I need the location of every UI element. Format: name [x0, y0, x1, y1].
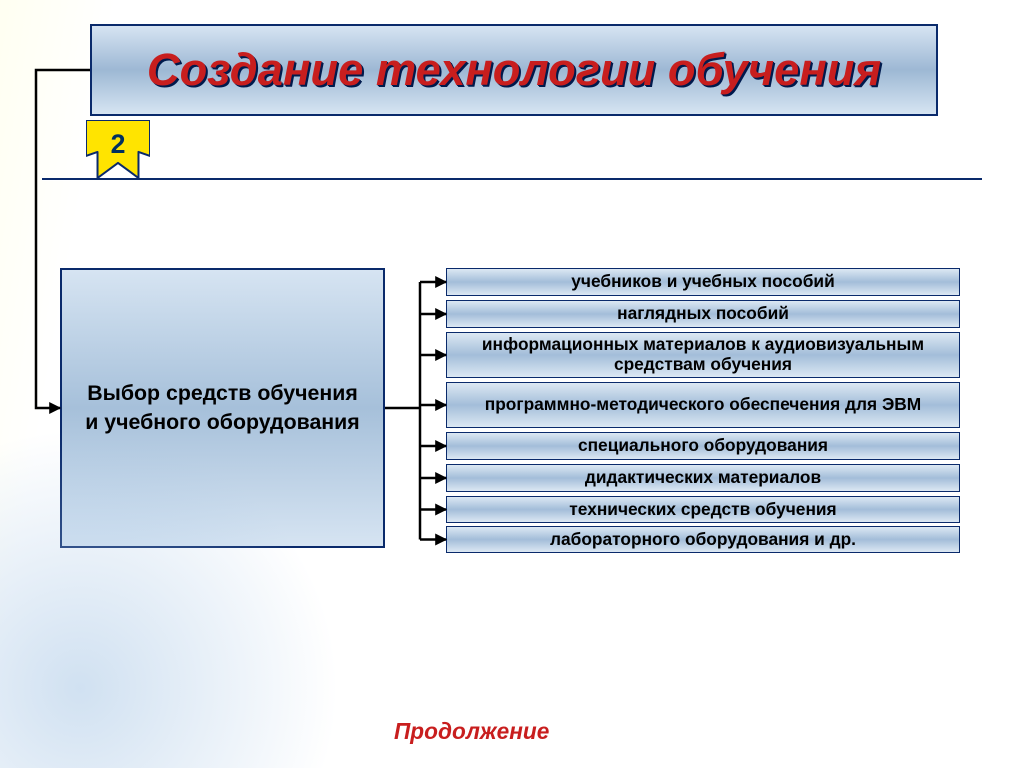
item-box: дидактических материалов: [446, 464, 960, 492]
title-text: Создание технологии обучения: [147, 45, 881, 95]
item-box: технических средств обучения: [446, 496, 960, 523]
item-box: наглядных пособий: [446, 300, 960, 328]
item-box: лабораторного оборудования и др.: [446, 526, 960, 553]
item-label: лабораторного оборудования и др.: [550, 530, 856, 550]
item-label: учебников и учебных пособий: [571, 272, 834, 292]
item-label: технических средств обучения: [569, 500, 836, 520]
slide: Создание технологии обучения 2 Выбор сре…: [0, 0, 1024, 768]
divider: [42, 178, 982, 181]
main-box-label: Выбор средств обучения и учебного оборуд…: [80, 379, 365, 437]
item-label: программно-методического обеспечения для…: [485, 395, 922, 415]
step-number: 2: [111, 129, 126, 160]
main-box: Выбор средств обучения и учебного оборуд…: [60, 268, 385, 548]
item-box: программно-методического обеспечения для…: [446, 382, 960, 428]
title-banner: Создание технологии обучения: [90, 24, 938, 116]
item-label: информационных материалов к аудиовизуаль…: [457, 335, 949, 375]
continuation-label: Продолжение: [394, 718, 549, 745]
item-label: специального оборудования: [578, 436, 828, 456]
step-badge: 2: [86, 120, 150, 178]
item-box: информационных материалов к аудиовизуаль…: [446, 332, 960, 378]
item-label: наглядных пособий: [617, 304, 789, 324]
item-label: дидактических материалов: [585, 468, 821, 488]
item-box: учебников и учебных пособий: [446, 268, 960, 296]
item-box: специального оборудования: [446, 432, 960, 460]
